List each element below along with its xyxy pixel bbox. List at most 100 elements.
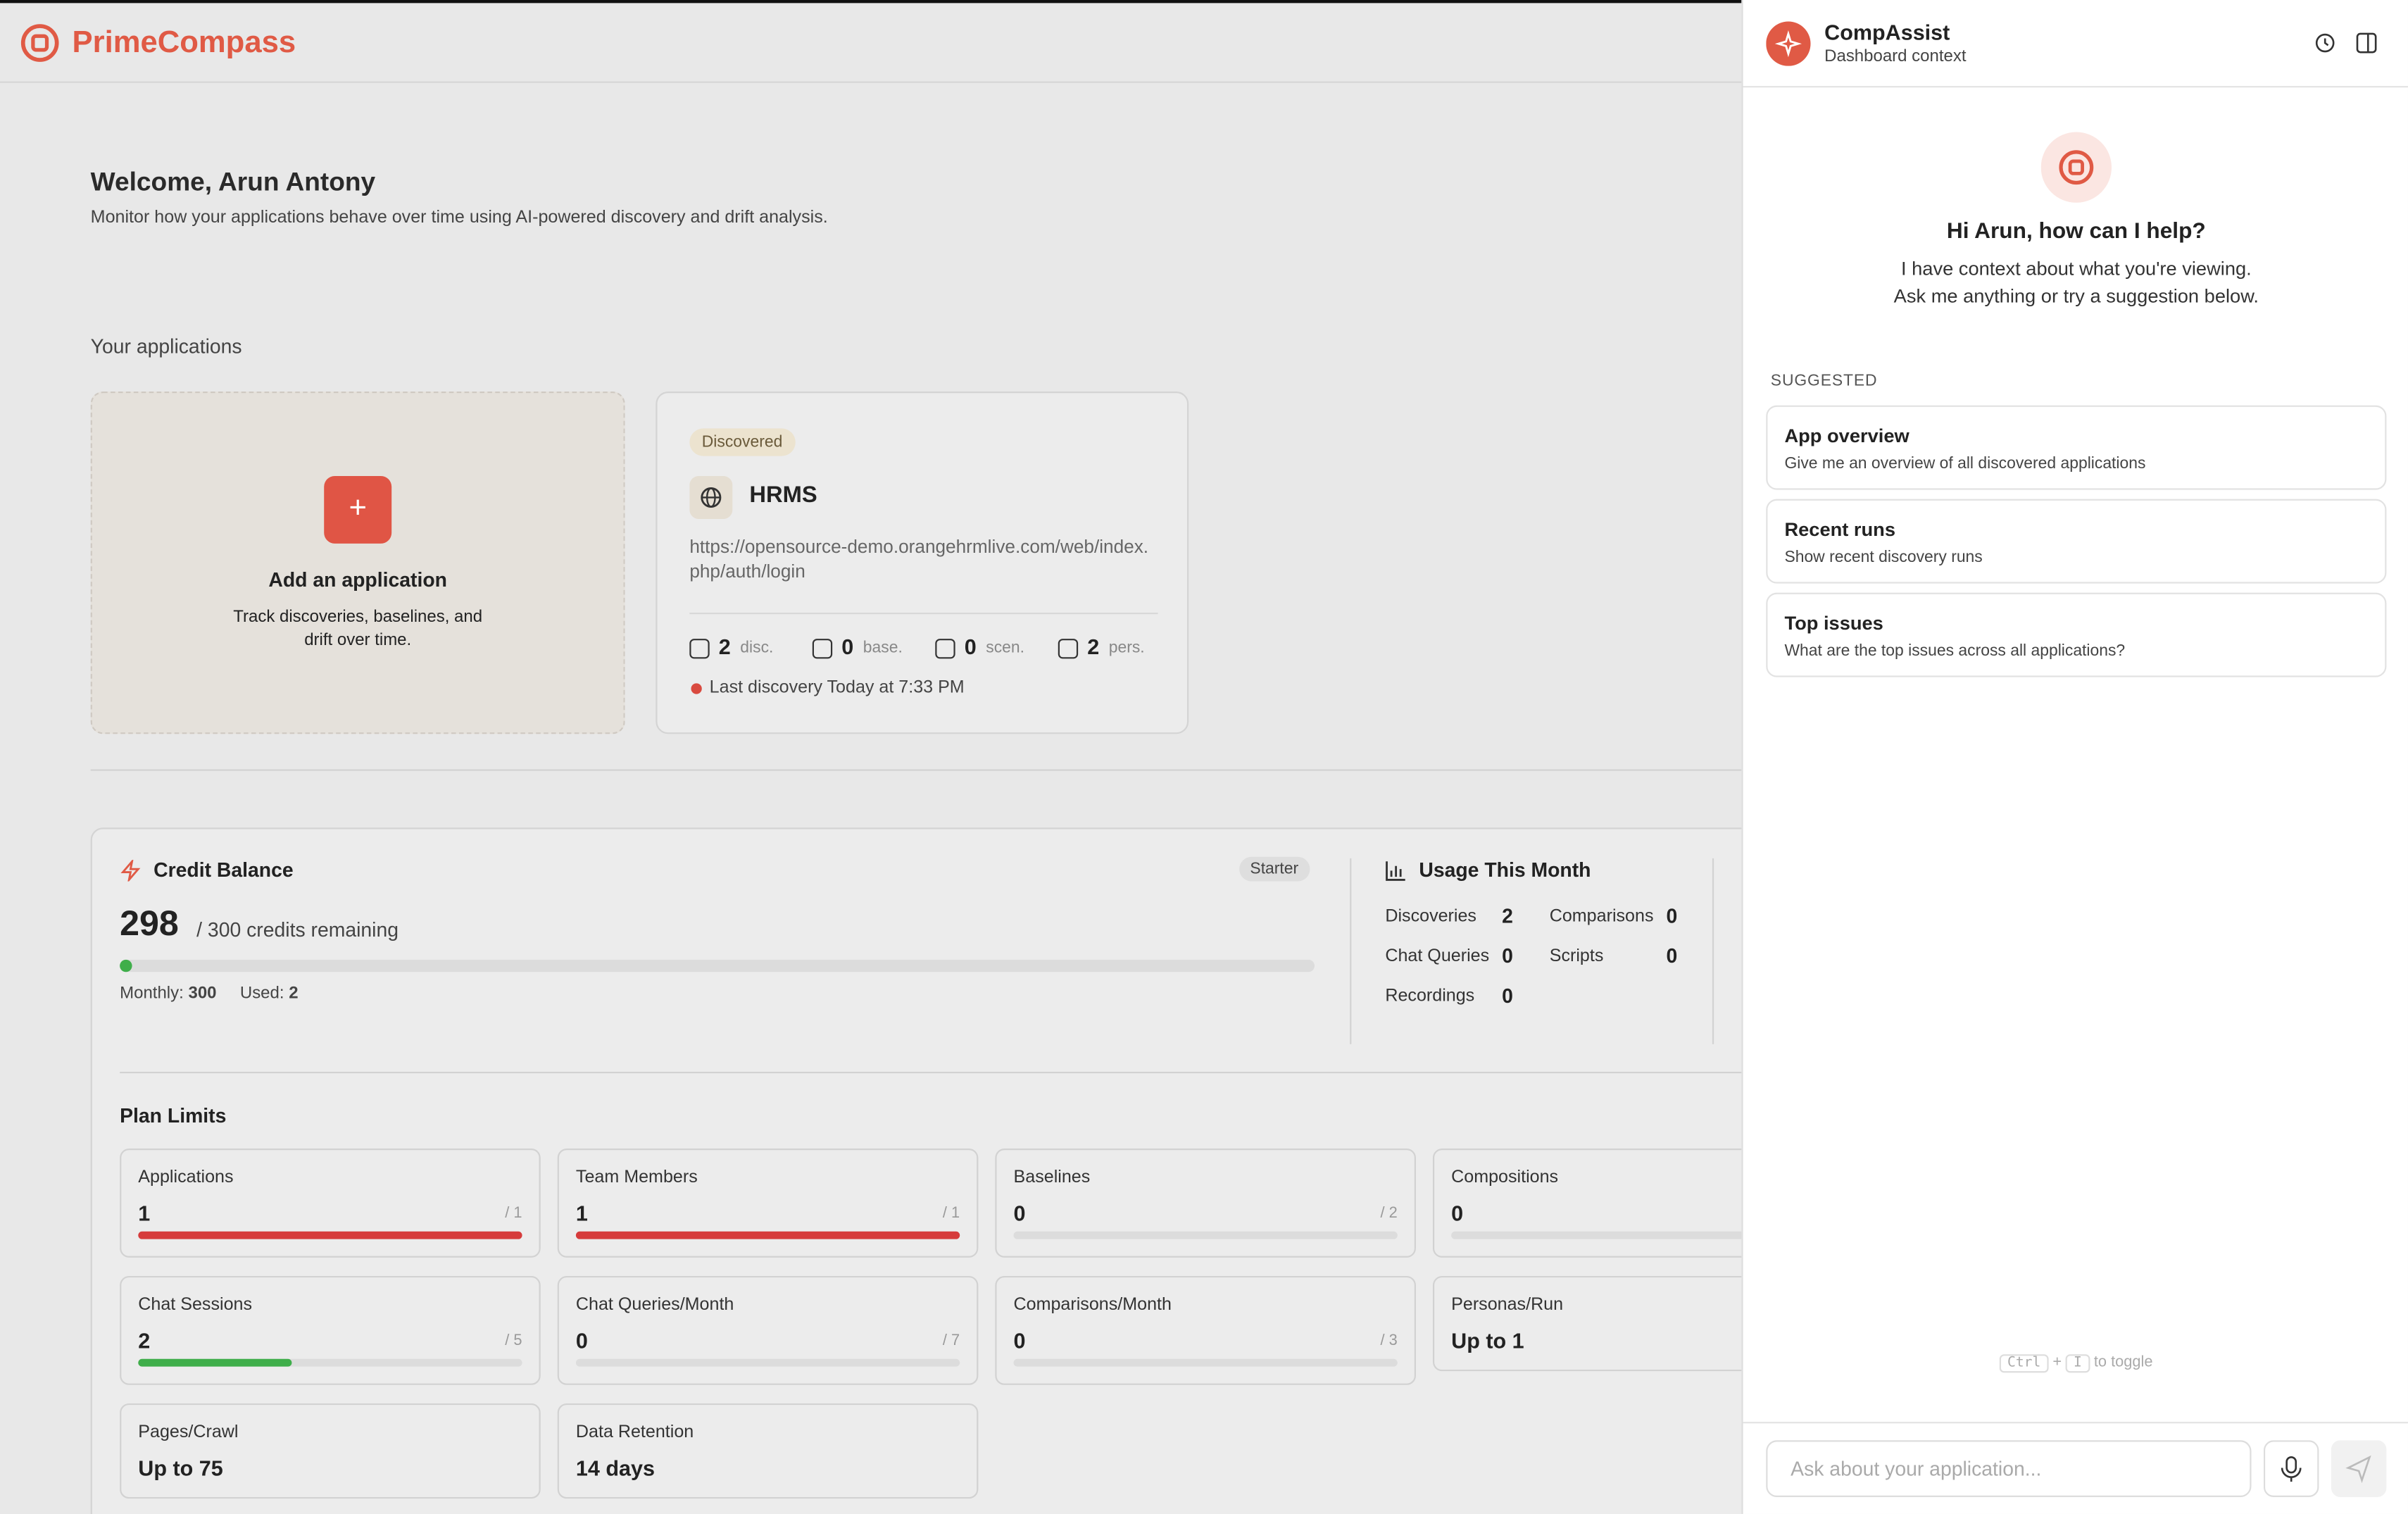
app-url[interactable]: https://opensource-demo.orangehrmlive.co… — [689, 535, 1149, 582]
credit-balance: 298 — [120, 903, 179, 943]
app-name: HRMS — [749, 482, 817, 508]
plus: + — [2052, 1354, 2062, 1372]
limit-label: Baselines — [1013, 1168, 1091, 1187]
brand[interactable]: PrimeCompass — [72, 26, 296, 61]
limit-label: Comparisons/Month — [1013, 1296, 1172, 1315]
suggestion-description: What are the top issues across all appli… — [1784, 642, 2126, 661]
status-dot — [691, 683, 702, 694]
send-button[interactable] — [2331, 1440, 2387, 1497]
suggestion-title: Recent runs — [1784, 519, 1896, 541]
last-discovery: Last discovery Today at 7:33 PM — [709, 678, 965, 697]
assistant-title: CompAssist — [1824, 20, 1950, 45]
limit-label: Team Members — [575, 1168, 698, 1187]
usage-label: Recordings — [1385, 987, 1475, 1006]
logo-icon — [20, 24, 59, 62]
suggestion-description: Show recent discovery runs — [1784, 548, 1983, 567]
stat-icon — [935, 639, 955, 659]
usage-value: 0 — [1666, 904, 1678, 928]
suggestion-title: Top issues — [1784, 613, 1883, 634]
usage-icon — [1386, 861, 1405, 881]
suggested-heading: SUGGESTED — [1770, 371, 1878, 390]
limit-bar — [138, 1231, 522, 1239]
limit-label: Personas/Run — [1451, 1296, 1564, 1315]
credit-title: Credit Balance — [153, 858, 294, 882]
limit-max: / 5 — [505, 1332, 522, 1350]
limit-label: Chat Sessions — [138, 1296, 253, 1315]
assistant-header — [1743, 0, 2408, 88]
stat-value: 0 — [964, 634, 977, 659]
limit-value: 1 — [138, 1201, 151, 1226]
limit-track — [1451, 1231, 1836, 1239]
history-button[interactable] — [2314, 32, 2336, 54]
usage-label: Chat Queries — [1385, 947, 1490, 966]
limit-card: Pages/Crawl Up to 75 — [120, 1403, 541, 1499]
limit-max: / 3 — [1380, 1332, 1398, 1350]
limit-bar — [575, 1231, 960, 1239]
limit-bar — [138, 1358, 292, 1367]
mic-button[interactable] — [2263, 1440, 2319, 1497]
limit-max: / 7 — [942, 1332, 960, 1350]
intro: I have context about what you're viewing… — [1893, 258, 2259, 308]
limit-value: 0 — [1013, 1201, 1026, 1226]
usage-grid: Discoveries 2 Comparisons 0 Chat Queries 0 Scr… — [1385, 903, 1692, 1056]
add-title: Add an application — [268, 568, 448, 592]
divider — [90, 769, 1742, 771]
top-bar — [0, 3, 1742, 83]
stat-label: base. — [863, 639, 903, 658]
limit-label: Chat Queries/Month — [575, 1296, 734, 1315]
suggestion-title: App overview — [1784, 425, 1910, 447]
input-placeholder: Ask about your application... — [1791, 1457, 2042, 1481]
usage-value: 0 — [1502, 944, 1513, 968]
stat-value: 0 — [841, 634, 854, 659]
add-button[interactable]: + — [324, 475, 392, 544]
monthly-label: Monthly: — [120, 984, 184, 1003]
used-label: Used: — [239, 984, 284, 1003]
chat-input[interactable]: Ask about your application... — [1766, 1440, 2252, 1497]
limit-max: / 1 — [505, 1205, 522, 1222]
usage-value: 0 — [1666, 944, 1678, 968]
stat-label: pers. — [1108, 639, 1145, 658]
limit-max: / 1 — [942, 1205, 960, 1222]
suggestion-description: Give me an overview of all discovered ap… — [1784, 454, 2146, 473]
suggestion-card[interactable]: Top issues What are the top issues across… — [1766, 592, 2387, 677]
usage-title: Usage This Month — [1419, 858, 1591, 882]
hint: to toggle — [2093, 1354, 2153, 1372]
add-app-card[interactable]: + Add an application Track discoveries, … — [90, 392, 625, 734]
divider — [1743, 1422, 2408, 1424]
app-stats: 2 disc. 0 base. 0 scen. 2 pers. — [689, 634, 1158, 662]
limit-card: Applications 1 / 1 — [120, 1149, 541, 1258]
app-icon — [689, 475, 733, 520]
stat-icon — [812, 639, 833, 659]
shortcut-hint: Ctrl + I to toggle — [1743, 1354, 2408, 1373]
plan-badge: Starter — [1239, 856, 1310, 882]
stat-icon — [1058, 639, 1079, 659]
credit-bar — [120, 959, 132, 972]
usage-label: Scripts — [1549, 947, 1604, 966]
usage-value: 2 — [1502, 904, 1513, 928]
limit-value: 1 — [575, 1201, 588, 1226]
suggestion-card[interactable]: Recent runs Show recent discovery runs — [1766, 499, 2387, 584]
limit-track — [575, 1358, 960, 1367]
key: Ctrl — [2000, 1354, 2049, 1373]
collapse-button[interactable] — [2356, 32, 2378, 54]
limit-card: Chat Queries/Month 0 / 7 — [557, 1275, 979, 1385]
limit-value: Up to 1 — [1451, 1328, 1524, 1353]
limit-value: Up to 75 — [138, 1456, 223, 1481]
limit-value: 2 — [138, 1328, 151, 1353]
app-card[interactable]: Discovered HRMS https://opensource-demo.… — [656, 392, 1189, 734]
suggestion-card[interactable]: App overview Give me an overview of all d… — [1766, 405, 2387, 490]
monthly-value: 300 — [188, 984, 217, 1003]
stat-label: disc. — [740, 639, 774, 658]
divider — [120, 1071, 1779, 1074]
status-badge: Discovered — [689, 428, 795, 456]
assistant-panel: CompAssist Dashboard context Hi Arun, ho… — [1741, 0, 2408, 1514]
assistant-context: Dashboard context — [1824, 47, 1967, 66]
stat-value: 2 — [718, 634, 731, 659]
limit-value: 14 days — [575, 1456, 655, 1481]
limit-label: Pages/Crawl — [138, 1423, 239, 1442]
greeting: Hi Arun, how can I help? — [1946, 219, 2206, 244]
limit-track — [138, 1358, 522, 1367]
stat-icon — [689, 639, 710, 659]
